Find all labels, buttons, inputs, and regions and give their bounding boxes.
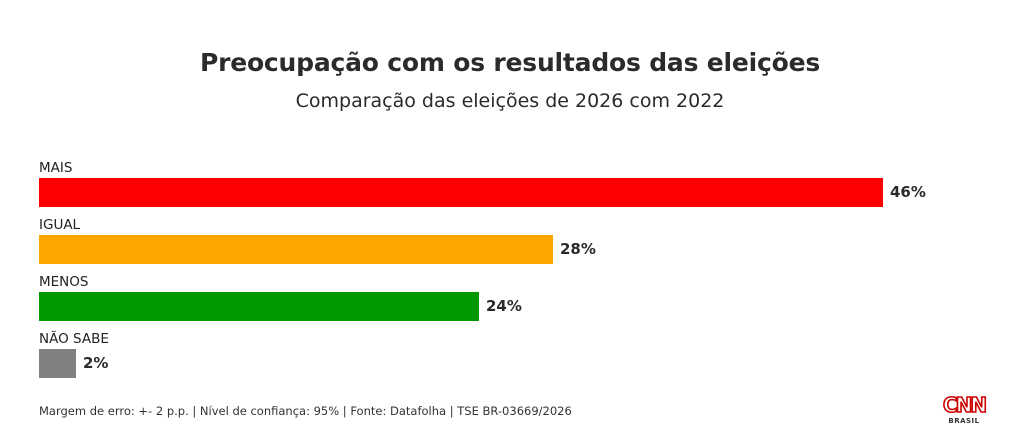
logo-brasil-text: BRASIL xyxy=(948,417,980,425)
category-label-nao-sabe: NÃO SABE xyxy=(39,331,109,347)
logo-cnn-text: CNN xyxy=(942,393,988,417)
chart-subtitle: Comparação das eleições de 2026 com 2022 xyxy=(295,90,725,112)
bar-igual xyxy=(39,235,553,264)
bar-nao-sabe xyxy=(39,349,76,378)
value-label-nao-sabe: 2% xyxy=(83,354,109,372)
cnn-brasil-logo: CNN BRASIL xyxy=(940,393,988,430)
bar-mais xyxy=(39,178,883,207)
bar-menos xyxy=(39,292,479,321)
value-label-igual: 28% xyxy=(560,240,596,258)
value-label-mais: 46% xyxy=(890,183,926,201)
category-label-mais: MAIS xyxy=(39,160,73,176)
chart-title: Preocupação com os resultados das eleiçõ… xyxy=(199,48,821,77)
category-label-menos: MENOS xyxy=(39,274,89,290)
category-label-igual: IGUAL xyxy=(39,217,81,233)
value-label-menos: 24% xyxy=(486,297,522,315)
source-note: Margem de erro: +- 2 p.p. | Nível de con… xyxy=(39,404,572,418)
